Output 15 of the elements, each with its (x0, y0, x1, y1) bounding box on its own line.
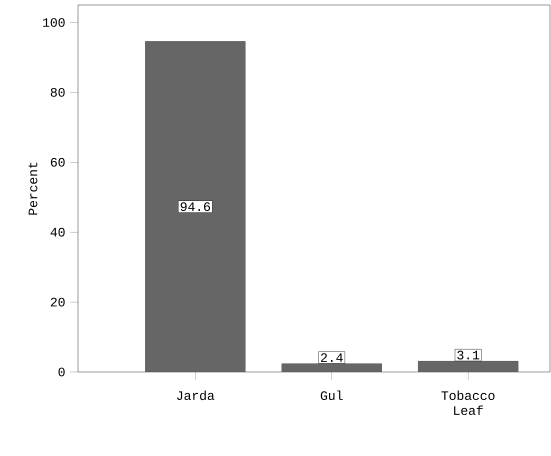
y-tick-label: 0 (58, 368, 65, 376)
bar (418, 360, 518, 372)
bar (145, 41, 246, 372)
y-tick-label: 40 (50, 228, 65, 237)
data-label: 2.4 (320, 353, 343, 362)
y-tick-label: 100 (43, 18, 65, 27)
x-tick-label: Gul (320, 390, 343, 400)
data-label: 94.6 (180, 202, 210, 212)
data-label: 3.1 (457, 350, 480, 360)
y-tick-label: 60 (50, 158, 65, 167)
y-tick-label: 80 (50, 88, 65, 97)
x-tick-label: Jarda (177, 390, 214, 400)
x-tick-label: Tobacco Leaf (441, 390, 495, 415)
y-tick-label: 20 (50, 298, 65, 306)
y-axis-title: Percent (28, 162, 38, 215)
